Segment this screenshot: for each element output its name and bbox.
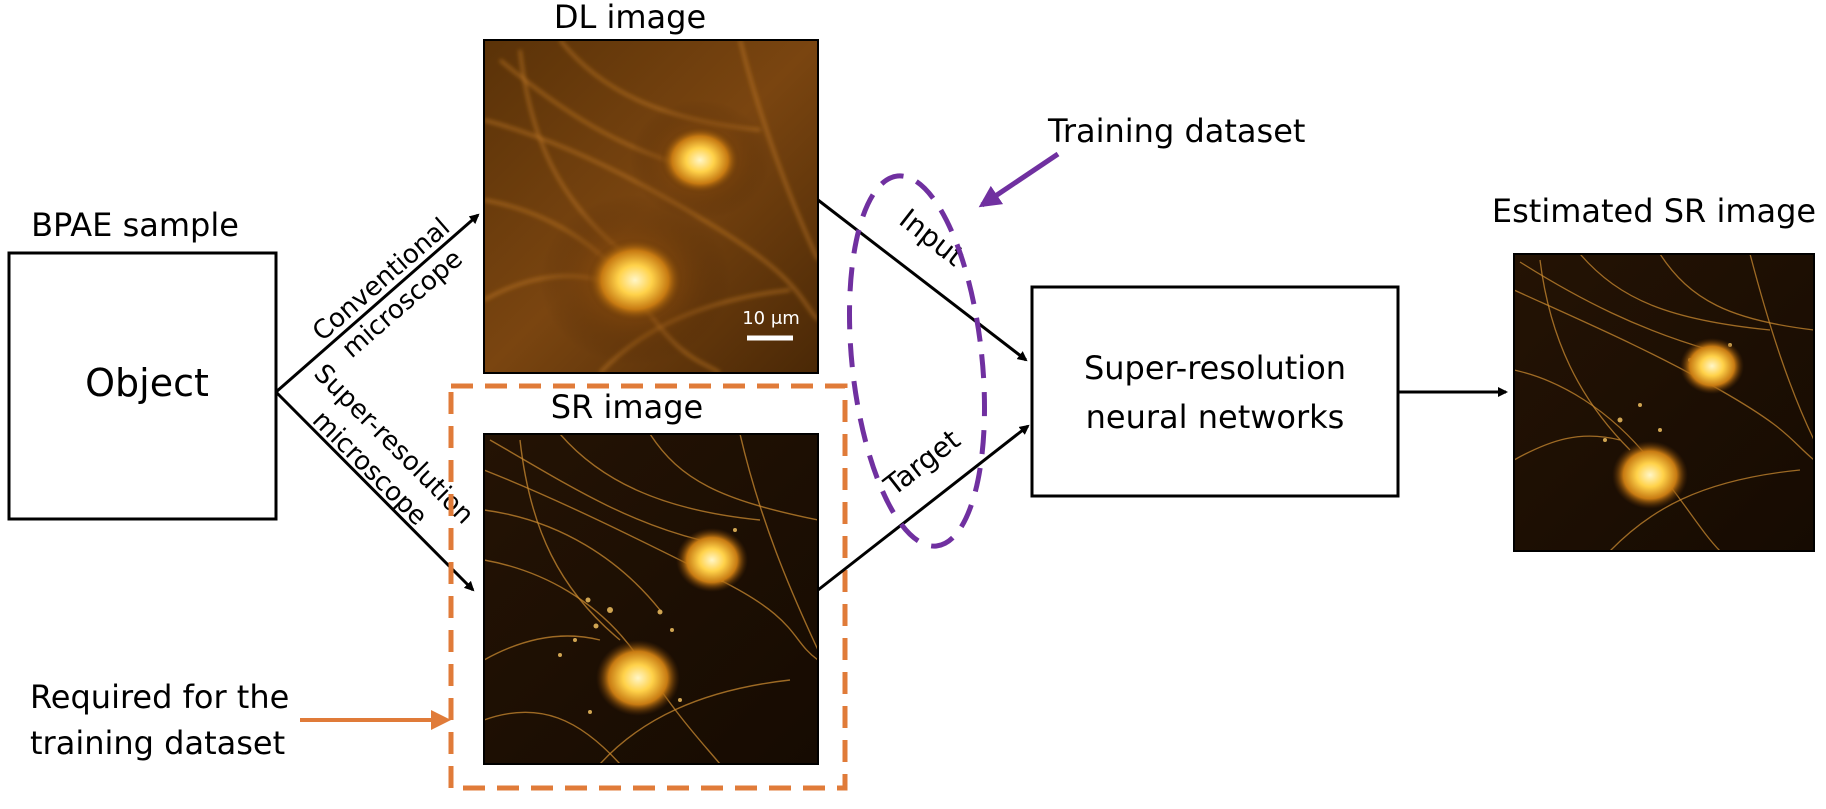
dl-image-title: DL image — [554, 0, 706, 36]
network-label-line2: neural networks — [1086, 398, 1345, 436]
input-label: Input — [893, 202, 970, 273]
super-resolution-arrow — [274, 390, 475, 592]
super-resolution-path-label: Super-resolution microscope — [306, 359, 479, 532]
estimated-image-border — [1513, 253, 1815, 552]
estimated-sr-image — [1514, 254, 1814, 551]
training-dataset-label: Training dataset — [1047, 112, 1305, 150]
target-arrow — [817, 424, 1030, 592]
estimated-image-title: Estimated SR image — [1492, 192, 1816, 230]
sample-label: BPAE sample — [31, 206, 239, 244]
sr-image-title: SR image — [551, 388, 703, 426]
training-dataset-ellipse — [846, 173, 988, 549]
network-label-line1: Super-resolution — [1084, 349, 1346, 387]
object-label: Object — [85, 361, 209, 405]
scale-bar-label: 10 μm — [742, 308, 800, 329]
conventional-arrow — [275, 213, 480, 394]
sr-image — [484, 434, 818, 764]
neural-network-box: Super-resolution neural networks — [1030, 285, 1400, 498]
sr-image-border — [483, 433, 819, 765]
dl-image-border — [483, 39, 819, 374]
target-label: Target — [877, 423, 966, 503]
training-dataset-arrow — [978, 151, 1060, 208]
required-note-line1: Required for the — [30, 678, 289, 716]
input-arrow — [817, 198, 1028, 362]
required-note-line2: training dataset — [30, 724, 285, 762]
object-box: Object — [7, 251, 278, 521]
required-dashed-frame — [448, 383, 848, 791]
dl-image: 10 μm — [484, 40, 818, 373]
